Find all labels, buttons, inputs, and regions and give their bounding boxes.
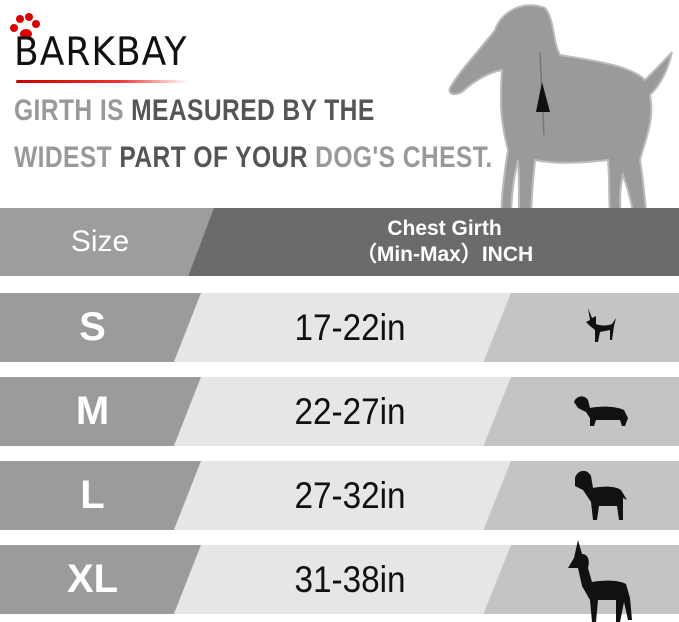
- size-row: M 22-27in: [0, 377, 679, 446]
- header-chest-girth: Chest Girth （Min-Max）INCH: [210, 216, 679, 268]
- headline-part: DOG'S CHEST.: [315, 141, 493, 174]
- headline-line-2: WIDEST PART OF YOUR DOG'S CHEST.: [14, 141, 493, 175]
- great-dane-icon: [520, 539, 679, 622]
- size-row: L 27-32in: [0, 461, 679, 530]
- chest-girth-value: 22-27in: [294, 390, 406, 432]
- table-header: Size Chest Girth （Min-Max）INCH: [0, 208, 679, 276]
- chest-girth-value: 27-32in: [294, 474, 406, 516]
- size-label: S: [79, 305, 106, 349]
- headline-part: GIRTH IS: [14, 94, 132, 127]
- chihuahua-icon: [520, 293, 679, 362]
- size-label: M: [75, 389, 110, 433]
- size-row: XL 31-38in: [0, 539, 679, 622]
- header-girth-unit: （Min-Max）INCH: [355, 243, 534, 266]
- size-label: XL: [66, 557, 119, 601]
- dachshund-icon: [520, 377, 679, 446]
- chest-girth-value: 31-38in: [294, 558, 406, 600]
- header-girth-title: Chest Girth: [387, 217, 502, 240]
- headline-line-1: GIRTH IS MEASURED BY THE: [14, 94, 375, 128]
- chest-girth-value: 17-22in: [294, 306, 406, 348]
- brand-name: BARKBAY: [14, 29, 188, 76]
- size-row: S 17-22in: [0, 293, 679, 362]
- size-label: L: [80, 473, 105, 517]
- header-size: Size: [70, 225, 130, 258]
- headline-part: MEASURED BY THE: [131, 94, 375, 127]
- headline-part: PART OF YOUR: [119, 141, 316, 174]
- paw-icon: [10, 13, 40, 39]
- headline-part: WIDEST: [14, 141, 120, 174]
- brand-logo: BARKBAY: [6, 10, 196, 90]
- logo-underline: [16, 80, 188, 83]
- labrador-icon: [520, 461, 679, 530]
- girth-marker-icon: [536, 82, 550, 112]
